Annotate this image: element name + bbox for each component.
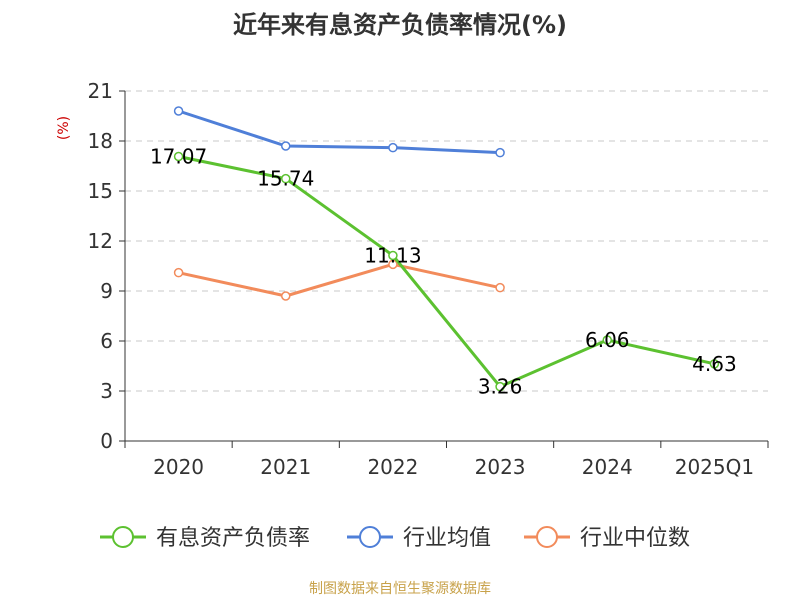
data-point	[602, 335, 612, 345]
data-point	[281, 291, 291, 301]
data-point	[173, 151, 184, 162]
data-label: 15.74	[257, 167, 314, 191]
series-line	[178, 155, 715, 389]
series-line	[178, 109, 501, 155]
data-label: 17.07	[150, 145, 207, 169]
legend: 有息资产负债率 行业均值 行业中位数	[100, 526, 690, 551]
y-tick-label: 12	[88, 229, 113, 253]
legend-label: 行业均值	[403, 526, 491, 551]
data-point	[281, 141, 291, 151]
legend-label: 行业中位数	[580, 526, 690, 551]
legend-swatch-marker	[112, 526, 134, 548]
x-tick-label: 2023	[475, 455, 526, 479]
series	[173, 106, 720, 392]
y-tick-label: 0	[100, 429, 113, 453]
y-tick-label: 6	[100, 329, 113, 353]
x-tick-label: 2025Q1	[675, 455, 754, 479]
data-point	[495, 147, 505, 158]
source-note: 制图数据来自恒生聚源数据库	[309, 581, 491, 597]
data-label: 3.26	[478, 375, 523, 399]
data-point	[495, 381, 505, 392]
data-label: 4.63	[692, 352, 737, 376]
axes: 0 3 6 9 12 15 18 21 (%) 2020 2021 2022 2023 2024 2025Q…	[56, 79, 769, 479]
x-tick-label: 2022	[367, 455, 418, 479]
data-label: 11.13	[364, 244, 421, 268]
x-tick-label: 2021	[260, 455, 311, 479]
data-label: 6.06	[585, 328, 630, 352]
data-point	[388, 142, 398, 153]
legend-label: 有息资产负债率	[156, 526, 310, 551]
y-tick-label: 18	[88, 129, 113, 153]
data-point	[281, 173, 291, 184]
y-tick-label: 3	[100, 379, 113, 403]
x-tick-label: 2020	[153, 455, 204, 479]
data-point	[495, 282, 505, 293]
data-point	[709, 359, 720, 369]
grid-lines	[125, 90, 768, 392]
y-tick-label: 21	[88, 79, 113, 103]
y-axis-unit: (%)	[56, 116, 72, 140]
series-line	[178, 262, 501, 298]
x-tick-label: 2024	[582, 455, 633, 479]
legend-swatch-marker	[359, 526, 381, 548]
data-labels: 17.07 15.74 11.13 3.26 6.06 4.63	[150, 145, 737, 399]
data-point	[388, 259, 398, 270]
data-point	[388, 250, 398, 261]
legend-swatch-marker	[536, 526, 558, 548]
y-tick-label: 15	[88, 179, 113, 203]
y-tick-label: 9	[100, 279, 113, 303]
chart-title: 近年来有息资产负债率情况(%)	[233, 11, 567, 39]
data-point	[173, 106, 184, 116]
data-point	[173, 267, 184, 278]
